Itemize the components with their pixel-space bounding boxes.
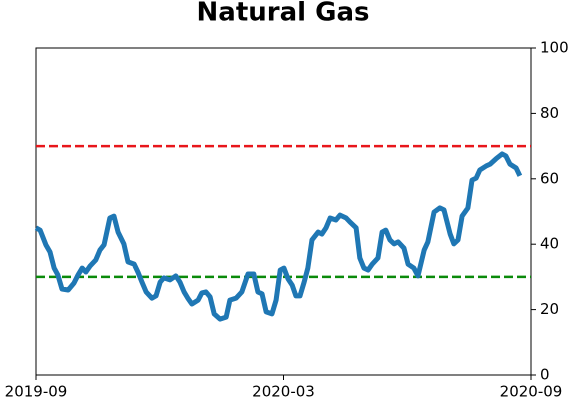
y-tick-label: 60 <box>540 169 559 187</box>
y-tick-label: 0 <box>540 366 550 384</box>
y-tick-label: 80 <box>540 104 559 122</box>
x-tick-label: 2020-03 <box>252 383 315 401</box>
chart-title: Natural Gas <box>197 0 370 28</box>
y-tick-label: 20 <box>540 300 559 318</box>
y-tick-label: 40 <box>540 235 559 253</box>
series-line <box>34 151 523 322</box>
x-tick-label: 2019-09 <box>5 383 68 401</box>
plot-frame <box>35 47 532 376</box>
y-tick-label: 100 <box>540 39 569 57</box>
x-tick-label: 2020-09 <box>500 383 563 401</box>
